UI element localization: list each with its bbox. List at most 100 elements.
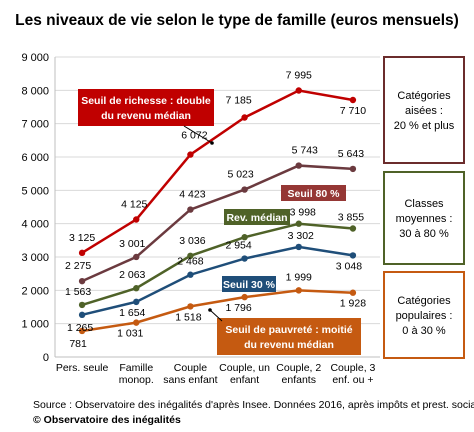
data-label: 7 185 — [225, 95, 251, 107]
category-box-label: Catégories aisées :20 % et plus — [394, 90, 455, 132]
data-label: 1 999 — [286, 271, 312, 283]
data-point — [349, 289, 357, 296]
series-callouts: Seuil de richesse : double du revenu médi… — [78, 89, 361, 355]
y-tick-label: 6 000 — [21, 152, 49, 164]
data-label: 2 063 — [119, 269, 145, 281]
data-label: 3 048 — [336, 260, 362, 272]
x-tick-label: Couple, 3 enf. ou + — [330, 362, 375, 386]
series-line-4 — [81, 289, 353, 333]
series-line-0 — [81, 89, 354, 254]
data-point — [295, 220, 302, 227]
data-point — [349, 252, 357, 259]
data-label: 3 855 — [338, 212, 364, 224]
data-point — [78, 311, 86, 319]
data-label: 7 710 — [340, 105, 366, 117]
data-point — [78, 249, 86, 257]
data-point — [187, 252, 194, 259]
y-tick-label: 8 000 — [21, 85, 49, 97]
x-tick-label: Couple, 2 enfants — [276, 362, 321, 386]
data-point — [349, 165, 357, 173]
callout-box — [281, 185, 346, 201]
data-point — [295, 162, 302, 169]
callout-label: Rev. médian — [226, 212, 287, 224]
y-tick-label: 5 000 — [21, 185, 49, 197]
data-label: 7 995 — [286, 70, 312, 82]
callout-arrow-head — [210, 141, 214, 145]
data-point — [295, 87, 302, 94]
series-line-1 — [81, 164, 353, 283]
category-box — [383, 271, 465, 359]
data-point — [133, 319, 140, 326]
x-tick-label: Couple, un enfant — [219, 362, 270, 386]
series-group — [78, 87, 357, 335]
data-point — [78, 301, 86, 309]
data-point — [241, 186, 248, 193]
callout-label: Seuil de richesse : double du revenu médi… — [81, 95, 211, 122]
axes — [54, 57, 380, 358]
data-label: 3 998 — [290, 207, 316, 219]
data-label: 1 654 — [119, 307, 145, 319]
data-label: 3 036 — [179, 235, 205, 247]
data-point — [187, 151, 194, 158]
data-point — [78, 277, 86, 285]
data-point — [133, 298, 140, 306]
data-point — [241, 114, 248, 121]
category-box — [383, 56, 465, 164]
data-label: 6 072 — [181, 130, 207, 142]
data-label: 2 275 — [65, 260, 91, 272]
data-label: 3 302 — [288, 230, 314, 242]
x-tick-label: Pers. seule — [56, 362, 109, 374]
x-axis-tick-labels: Pers. seule Famille monop. Couple sans enfan… — [56, 362, 376, 386]
x-tick-label: Famille monop. — [119, 362, 154, 386]
callout-arrow — [209, 309, 223, 322]
data-label: 4 125 — [121, 199, 147, 211]
data-label: 1 796 — [225, 302, 251, 314]
data-point — [295, 287, 302, 294]
source-note: Source : Observatoire des inégalités d'a… — [33, 399, 474, 411]
data-point — [133, 253, 140, 261]
y-tick-label: 9 000 — [21, 52, 49, 64]
data-label: 2 468 — [177, 256, 203, 268]
x-tick-label: Couple sans enfant — [163, 362, 217, 386]
callout-box — [222, 276, 276, 292]
y-tick-label: 0 — [43, 352, 49, 364]
gridlines — [55, 56, 380, 358]
data-label: 1 265 — [67, 322, 93, 334]
callout-label: Seuil de pauvreté : moitié du revenu médi… — [225, 324, 352, 351]
data-label: 1 928 — [340, 298, 366, 310]
callout-label: Seuil 80 % — [288, 188, 341, 200]
category-box — [383, 171, 465, 265]
data-point — [349, 225, 357, 232]
series-line-3 — [81, 245, 354, 317]
y-tick-label: 7 000 — [21, 119, 49, 131]
data-label: 4 423 — [179, 189, 205, 201]
category-box-label: Classes moyennes :30 à 80 % — [396, 198, 453, 240]
y-axis-tick-labels: 0 1 000 2 000 3 000 4 000 5 000 6 000 7 000 8 00… — [21, 52, 49, 364]
series-line-2 — [81, 222, 354, 307]
data-label: 5 023 — [227, 169, 253, 181]
y-tick-label: 2 000 — [21, 285, 49, 297]
data-point — [133, 285, 140, 292]
category-box-label: Catégories populaires :0 à 30 % — [396, 295, 453, 337]
data-point — [241, 234, 248, 241]
data-point — [78, 327, 86, 335]
chart-title: Les niveaux de vie selon le type de fami… — [15, 12, 459, 29]
callout-label: Seuil 30 % — [223, 279, 276, 291]
y-tick-label: 3 000 — [21, 252, 49, 264]
data-point — [241, 255, 248, 262]
data-point — [187, 303, 194, 310]
data-point — [187, 206, 194, 213]
data-label: 1 563 — [65, 286, 91, 298]
data-label: 3 001 — [119, 238, 145, 250]
callout-arrow-head — [208, 308, 212, 312]
data-label: 1 031 — [117, 328, 143, 340]
data-label: 5 643 — [338, 148, 364, 160]
y-tick-label: 1 000 — [21, 319, 49, 331]
data-point — [349, 96, 357, 104]
data-label: 5 743 — [292, 145, 318, 157]
data-point — [133, 216, 140, 223]
y-tick-label: 4 000 — [21, 219, 49, 231]
data-label: 781 — [69, 338, 87, 350]
category-boxes: Catégories aisées :20 % et plus Classes moy… — [383, 56, 465, 359]
